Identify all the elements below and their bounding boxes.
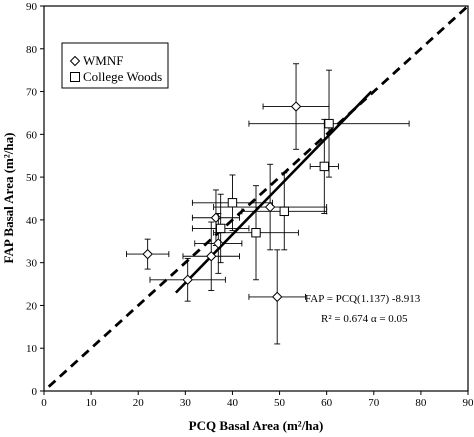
y-tick-label: 80 — [26, 44, 38, 56]
square-marker — [319, 161, 330, 172]
regression-line — [174, 90, 373, 294]
diamond-marker — [264, 201, 276, 213]
college-woods-point — [241, 172, 328, 251]
x-tick-label: 80 — [415, 397, 427, 409]
college-woods-point — [248, 69, 410, 178]
y-tick-label: 10 — [26, 343, 38, 355]
y-tick-label: 50 — [26, 172, 38, 184]
wmnf-point — [262, 63, 330, 150]
x-tick-label: 40 — [227, 397, 239, 409]
regression-stats: R² = 0.674 α = 0.05 — [321, 313, 408, 325]
square-marker — [324, 118, 334, 129]
y-tick-label: 20 — [26, 300, 38, 312]
axis-ticks: 0 10 20 30 40 50 60 70 80 90 0 10 20 30 40 50 60 70 80 90 — [26, 1, 474, 409]
legend: WMNF College Woods — [61, 42, 169, 89]
wmnf-point — [182, 221, 240, 291]
square-marker — [227, 198, 238, 208]
regression-equation: FAP = PCQ(1.137) -8.913 — [305, 293, 421, 305]
y-tick-label: 40 — [26, 215, 38, 227]
college-woods-point — [213, 185, 299, 281]
data-points — [125, 63, 410, 345]
legend-label-wmnf: WMNF — [83, 53, 123, 68]
plot-frame — [43, 5, 469, 392]
diamond-marker — [142, 248, 153, 260]
diamond-marker — [271, 291, 283, 303]
y-axis-title: FAP Basal Area (m²/ha) — [1, 133, 16, 264]
x-tick-label: 0 — [41, 397, 47, 409]
legend-label-college-woods: College Woods — [83, 69, 162, 84]
square-marker — [251, 228, 261, 238]
college-woods-point — [191, 193, 250, 264]
reference-lines — [47, 4, 469, 388]
wmnf-point — [248, 249, 306, 345]
y-tick-label: 60 — [26, 129, 38, 141]
x-tick-label: 30 — [180, 397, 192, 409]
y-tick-label: 0 — [32, 386, 38, 398]
college-woods-point — [191, 174, 273, 232]
y-tick-label: 30 — [26, 258, 38, 270]
x-tick-label: 60 — [321, 397, 333, 409]
diamond-marker — [182, 274, 193, 285]
y-tick-label: 90 — [26, 1, 38, 13]
wmnf-point — [149, 257, 226, 302]
square-marker — [279, 206, 289, 217]
x-tick-label: 90 — [463, 397, 474, 409]
x-tick-label: 50 — [274, 397, 286, 409]
diamond-marker — [206, 251, 217, 262]
legend-marker-wmnf — [69, 55, 81, 67]
x-axis-title: PCQ Basal Area (m²/ha) — [189, 418, 324, 433]
x-tick-label: 70 — [368, 397, 380, 409]
x-tick-label: 20 — [133, 397, 145, 409]
one-to-one-line — [47, 4, 469, 388]
diamond-marker — [210, 212, 222, 223]
y-tick-label: 70 — [26, 87, 38, 99]
x-tick-label: 10 — [86, 397, 98, 409]
wmnf-point — [125, 238, 170, 270]
square-marker — [215, 223, 226, 234]
college-woods-point — [309, 118, 339, 214]
legend-marker-college-woods — [70, 72, 80, 82]
diamond-marker — [290, 101, 302, 112]
